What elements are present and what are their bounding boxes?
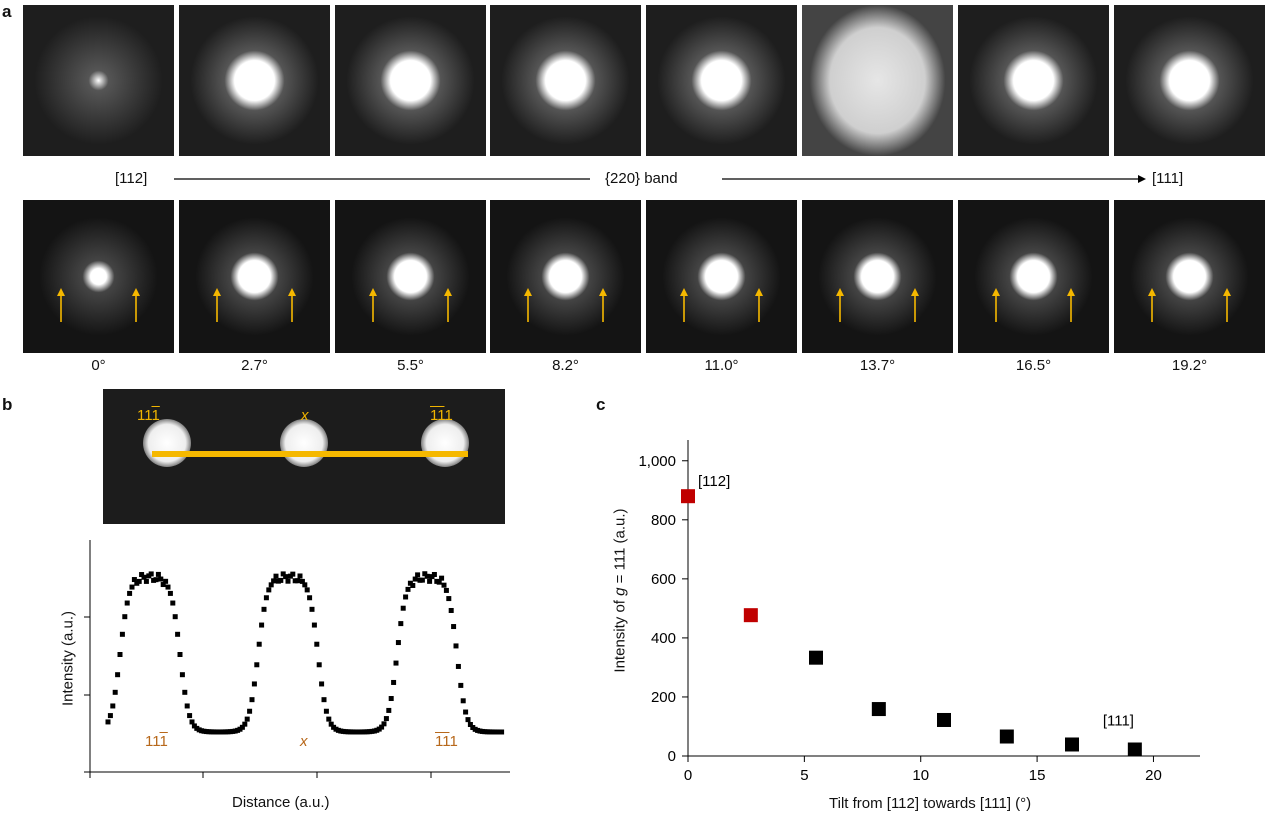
panel-b-label: b xyxy=(2,395,13,414)
arrow-icon xyxy=(524,288,607,322)
y-tick-label: 800 xyxy=(651,512,676,529)
spot-tile xyxy=(1114,200,1265,353)
spot-label-mid: x xyxy=(301,407,309,424)
point-annotation: [112] xyxy=(698,473,730,490)
tilt-angle-label: 13.7° xyxy=(859,357,896,374)
spot-tile xyxy=(958,200,1109,353)
data-point xyxy=(1065,737,1079,752)
x-tick-label: 20 xyxy=(1145,767,1162,784)
profile-label-mid: x xyxy=(300,733,308,750)
data-point xyxy=(1127,742,1142,757)
data-point xyxy=(681,489,695,504)
panel-c-label: c xyxy=(596,395,606,414)
y-tick-label: 1,000 xyxy=(638,453,676,470)
data-point xyxy=(809,650,823,665)
tilt-angle-label: 19.2° xyxy=(1171,357,1208,374)
panel-a-label: a xyxy=(2,2,12,21)
cbed-tile xyxy=(1114,5,1265,156)
tilt-angle-label: 8.2° xyxy=(552,357,579,374)
arrow-icon xyxy=(57,288,140,322)
chart-xlabel: Tilt from [112] towards [111] (°) xyxy=(829,795,1032,812)
tilt-angle-label: 2.7° xyxy=(241,357,268,374)
spot-tile xyxy=(490,200,641,353)
spot-tile xyxy=(23,200,174,353)
x-tick-label: 10 xyxy=(912,767,929,784)
spot-tile xyxy=(179,200,330,353)
cbed-tile xyxy=(490,5,641,156)
data-point xyxy=(999,729,1014,744)
profile-ylabel: Intensity (a.u.) xyxy=(59,610,77,707)
cbed-tile xyxy=(958,5,1109,156)
spot-label-left: 111 xyxy=(137,407,160,424)
tilt-angle-label: 11.0° xyxy=(704,357,739,374)
point-annotation: [111] xyxy=(1103,713,1134,730)
arrow-icon xyxy=(1148,288,1231,322)
tilt-angle-label: 5.5° xyxy=(397,357,424,374)
arrow-icon xyxy=(992,288,1075,322)
x-tick-label: 5 xyxy=(800,767,808,784)
zone-arrow xyxy=(174,175,1146,183)
profile-label-right: 111 xyxy=(435,733,458,750)
x-tick-label: 15 xyxy=(1029,767,1046,784)
y-tick-label: 400 xyxy=(651,630,676,647)
x-tick-label: 0 xyxy=(684,767,692,784)
cbed-tile xyxy=(179,5,330,156)
cbed-tile xyxy=(335,5,486,156)
profile-line xyxy=(152,451,468,457)
cbed-tile xyxy=(23,5,174,156)
cbed-tile xyxy=(802,5,953,156)
arrow-icon xyxy=(369,288,452,322)
tilt-intensity-chart: 0 200 400 600 800 1,000 0 5 10 15 20 [112] [111] xyxy=(638,440,1200,784)
band-label: {220} band xyxy=(605,170,678,187)
tilt-angle-label: 0° xyxy=(91,357,106,374)
y-tick-label: 600 xyxy=(651,571,676,588)
spot-tile xyxy=(802,200,953,353)
spot-label-right: 111 xyxy=(430,407,453,424)
spot-tile xyxy=(646,200,797,353)
arrow-icon xyxy=(836,288,919,322)
profile-xlabel: Distance (a.u.) xyxy=(232,794,330,811)
intensity-profile-plot xyxy=(84,540,510,778)
data-point xyxy=(871,702,886,717)
arrow-icon xyxy=(680,288,763,322)
data-point xyxy=(743,608,758,623)
spot-profile-image: 111 x 111 xyxy=(103,389,505,524)
zone-end-label: [111] xyxy=(1152,170,1184,187)
spot-tile xyxy=(335,200,486,353)
data-point xyxy=(937,712,951,727)
arrow-icon xyxy=(213,288,296,322)
y-tick-label: 0 xyxy=(668,748,676,765)
tilt-angle-label: 16.5° xyxy=(1015,357,1052,374)
y-tick-label: 200 xyxy=(651,689,676,706)
zone-start-label: [112] xyxy=(115,170,148,187)
chart-ylabel: Intensity of g = 111 (a.u.) xyxy=(611,508,629,673)
cbed-tile xyxy=(646,5,797,156)
profile-label-left: 111 xyxy=(145,733,168,750)
